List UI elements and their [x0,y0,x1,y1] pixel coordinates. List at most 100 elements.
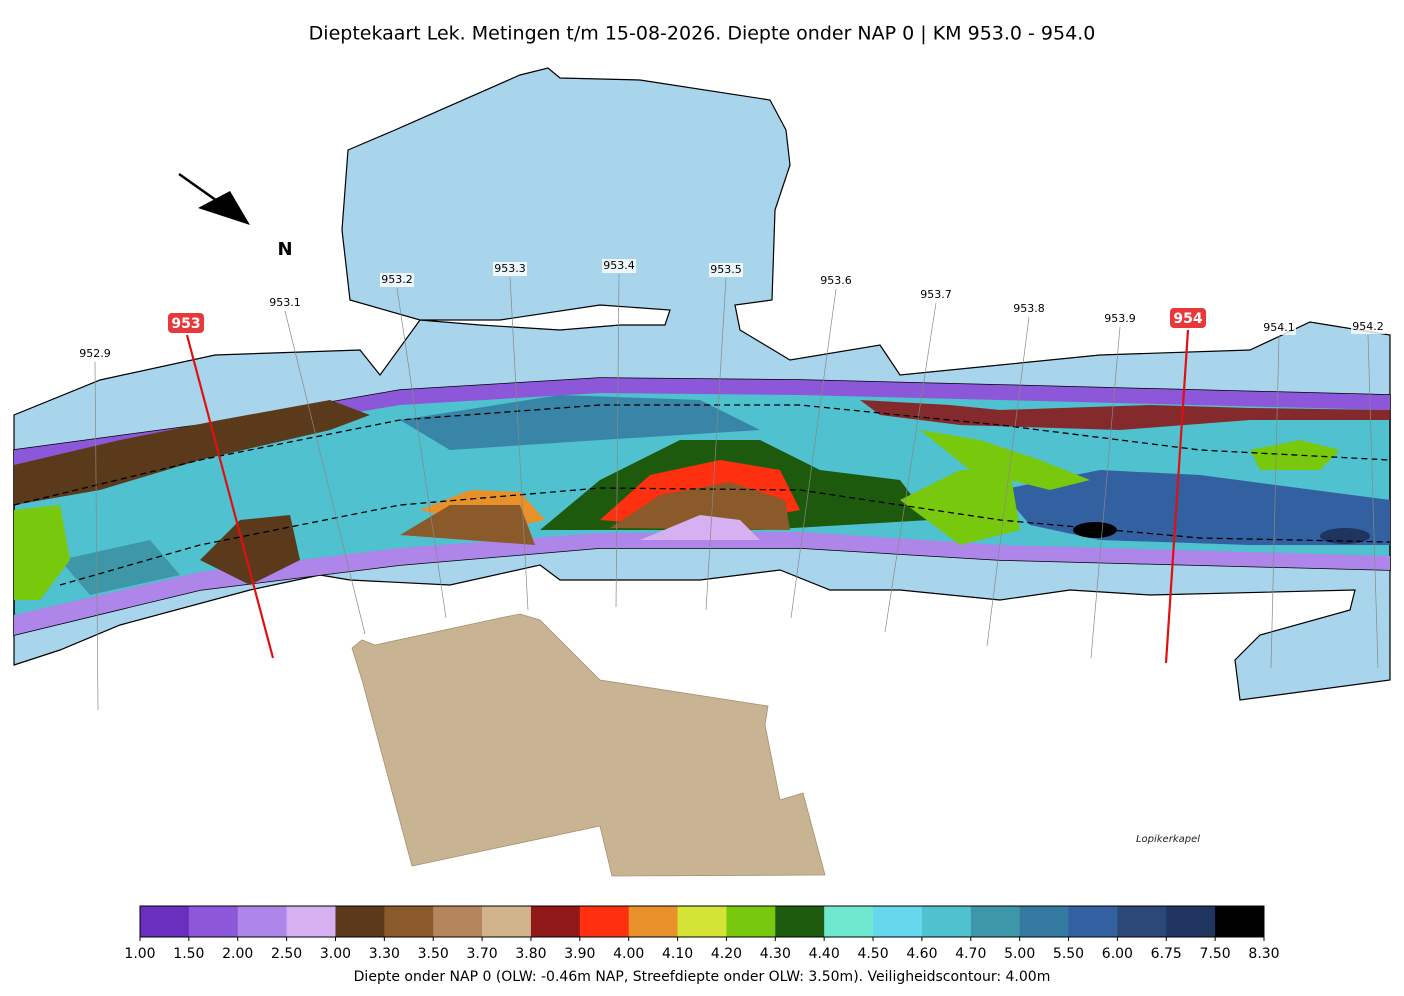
colorbar-tick-label: 6.00 [1102,946,1133,962]
colorbar-tick-label: 6.75 [1151,946,1182,962]
colorbar-segment [1166,906,1216,937]
deep-zone [400,395,760,450]
km-label-bg [1351,320,1385,334]
colorbar-tick-label: 5.00 [1004,946,1035,962]
colorbar-tick-label: 4.20 [711,946,742,962]
shallow-edge [14,378,1390,470]
km-label: 952.9 [79,347,111,360]
colorbar-segment [579,906,630,937]
km-label-bg [78,347,112,361]
km-leader [790,288,837,619]
km-leader [884,302,937,633]
colorbar-segment [824,906,874,937]
map-title: Dieptekaart Lek. Metingen t/m 15-08-2026… [309,23,1096,45]
km-major-bg [168,313,204,333]
colorbar-segment [384,906,434,937]
colorbar-tick-label: 3.00 [320,946,351,962]
km-label-bg [1262,321,1296,335]
km-label-bg [493,262,527,276]
km-label-bg [602,259,636,273]
colorbar-segment [140,906,190,937]
km-section-line [1164,329,1190,664]
colorbar-segment [237,906,288,937]
km-leader [1270,335,1280,669]
km-major-label: 954 [1173,311,1202,327]
km-label-bg [1103,312,1137,326]
km-leader [284,310,366,635]
colorbar-tick-label: 3.90 [564,946,595,962]
km-label: 954.2 [1352,320,1384,333]
km-leader [94,361,99,711]
km-label: 953.5 [710,263,742,276]
colorbar-segment [970,906,1021,937]
colorbar-segment [1068,906,1118,937]
colorbar-segment [775,906,825,937]
colorbar-segment [726,906,776,937]
colorbar-segment [286,906,336,937]
colorbar-segment [1215,906,1265,937]
km-leader [509,276,529,611]
km-label: 953.9 [1104,312,1136,325]
colorbar-segment [433,906,483,937]
north-arrow [198,191,250,225]
colorbar-tick-label: 1.50 [173,946,204,962]
colorbar-tick-label: 4.60 [906,946,937,962]
shoal [14,400,370,505]
deep-zone [1320,528,1370,544]
km-leader [1367,334,1379,669]
km-label-bg [380,273,414,287]
colorbar-tick-label: 5.50 [1053,946,1084,962]
colorbar-tick-label: 7.50 [1200,946,1231,962]
colorbar-segment [188,906,239,937]
km-label: 953.1 [269,296,301,309]
colorbar-label: Diepte onder NAP 0 (OLW: -0.46m NAP, Str… [354,969,1051,985]
fairway-line [59,487,1391,586]
north-arrow [178,172,221,205]
km-section-line [185,334,275,659]
colorbar-segment [628,906,679,937]
km-leader [615,273,620,608]
colorbar-tick-label: 4.40 [809,946,840,962]
shoal [860,400,1390,430]
north-label: N [277,239,292,260]
shoal [14,505,70,600]
colorbar-tick-label: 1.00 [124,946,155,962]
km-leader [705,277,727,611]
deep-zone [1073,522,1117,538]
km-label-bg [919,288,953,302]
km-label-bg [268,296,302,310]
km-leader [986,316,1030,647]
colorbar-segment [677,906,727,937]
colorbar-tick-label: 3.50 [418,946,449,962]
colorbar-segment [530,906,581,937]
km-label-bg [1012,302,1046,316]
km-label-bg [819,274,853,288]
place-label: Lopikerkapel [1136,834,1200,845]
km-label: 953.2 [381,273,413,286]
shallow-edge [14,532,1390,635]
km-label: 953.4 [603,259,635,272]
colorbar-tick-label: 4.50 [857,946,888,962]
shoal [610,482,790,530]
colorbar-tick-label: 2.00 [222,946,253,962]
colorbar-segment [921,906,972,937]
colorbar-segment [1117,906,1167,937]
km-major-bg [1170,308,1206,328]
colorbar-segment [1019,906,1070,937]
shoal [640,515,760,540]
colorbar-tick-label: 4.10 [662,946,693,962]
colorbar-tick-label: 8.30 [1248,946,1279,962]
land [351,613,826,877]
fairway-line [13,404,1391,506]
colorbar-segment [873,906,923,937]
colorbar-tick-label: 4.70 [955,946,986,962]
colorbar-tick-label: 4.30 [760,946,791,962]
colorbar-frame [139,905,1265,938]
colorbar-tick-label: 3.80 [515,946,546,962]
km-leader [1090,326,1121,659]
colorbar-tick-label: 2.50 [271,946,302,962]
km-label: 953.6 [820,274,852,287]
colorbar-segment [335,906,385,937]
shoal [920,430,1090,490]
